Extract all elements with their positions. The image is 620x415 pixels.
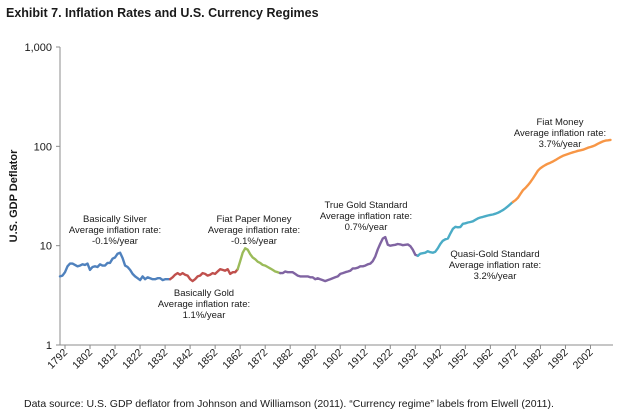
annotation-label: Basically Silver Average inflation rate: -… <box>69 214 161 247</box>
annotation-line: Average inflation rate: <box>208 225 300 236</box>
x-tick-label: 1862 <box>220 347 245 372</box>
x-tick-label: 1852 <box>195 347 220 372</box>
x-tick-label: 1942 <box>420 347 445 372</box>
y-tick-label: 100 <box>34 141 52 153</box>
x-tick-label: 1962 <box>471 347 496 372</box>
x-tick-label: 1922 <box>370 347 395 372</box>
x-tick-label: 1892 <box>295 347 320 372</box>
annotation-line: -0.1%/year <box>231 236 277 247</box>
annotation-line: Average inflation rate: <box>158 299 250 310</box>
annotation-line: Fiat Money <box>537 117 584 128</box>
annotation-line: Fiat Paper Money <box>217 214 292 225</box>
annotation-line: Average inflation rate: <box>449 260 541 271</box>
series-line-fiat-paper-money <box>236 247 282 275</box>
x-tick-label: 1912 <box>345 347 370 372</box>
annotation-line: Average inflation rate: <box>514 128 606 139</box>
x-tick-label: 1822 <box>120 347 145 372</box>
x-tick-label: 1932 <box>395 347 420 372</box>
series-line-fiat-money <box>511 138 612 204</box>
chart-title: Exhibit 7. Inflation Rates and U.S. Curr… <box>6 6 319 20</box>
series-line-quasi-gold-standard <box>416 200 515 257</box>
y-tick-label: 1 <box>46 340 52 352</box>
annotation-line: Average inflation rate: <box>69 225 161 236</box>
x-tick-label: 1882 <box>270 347 295 372</box>
annotation-line: 0.7%/year <box>345 222 388 233</box>
annotation-line: 1.1%/year <box>183 310 226 321</box>
data-source-note: Data source: U.S. GDP deflator from John… <box>24 398 554 410</box>
annotation-line: True Gold Standard <box>324 200 407 211</box>
series-line-true-gold-standard <box>279 235 419 283</box>
x-tick-label: 1802 <box>70 347 95 372</box>
y-tick-label: 1,000 <box>24 42 52 54</box>
series-line-basically-silver <box>58 251 172 282</box>
x-tick-label: 1832 <box>145 347 170 372</box>
x-tick-label: 1812 <box>95 347 120 372</box>
x-tick-label: 1992 <box>546 347 571 372</box>
y-tick-label: 10 <box>40 241 52 253</box>
annotation-label: Fiat Paper Money Average inflation rate: -… <box>208 214 300 247</box>
annotation-label: Fiat Money Average inflation rate: 3.7%/ye… <box>514 117 606 150</box>
annotation-label: Basically Gold Average inflation rate: 1.1… <box>158 288 250 321</box>
x-tick-label: 1952 <box>445 347 470 372</box>
annotation-label: True Gold Standard Average inflation rate… <box>320 200 412 233</box>
annotation-line: 3.7%/year <box>539 139 582 150</box>
annotation-line: 3.2%/year <box>474 271 517 282</box>
x-tick-label: 1872 <box>245 347 270 372</box>
annotation-line: -0.1%/year <box>92 236 138 247</box>
series-layer <box>58 138 612 283</box>
x-tick-label: 2002 <box>571 347 596 372</box>
annotation-line: Basically Silver <box>83 214 147 225</box>
series-line-basically-gold <box>168 268 239 283</box>
y-axis-title: U.S. GDP Deflator <box>8 149 20 242</box>
annotation-line: Quasi-Gold Standard <box>450 249 539 260</box>
annotation-layer: Basically Silver Average inflation rate: -… <box>69 117 606 321</box>
x-tick-label: 1902 <box>320 347 345 372</box>
annotation-label: Quasi-Gold Standard Average inflation rat… <box>449 249 541 282</box>
annotation-line: Basically Gold <box>174 288 234 299</box>
annotation-line: Average inflation rate: <box>320 211 412 222</box>
x-tick-label: 1982 <box>521 347 546 372</box>
x-tick-label: 1972 <box>496 347 521 372</box>
x-tick-label: 1842 <box>170 347 195 372</box>
